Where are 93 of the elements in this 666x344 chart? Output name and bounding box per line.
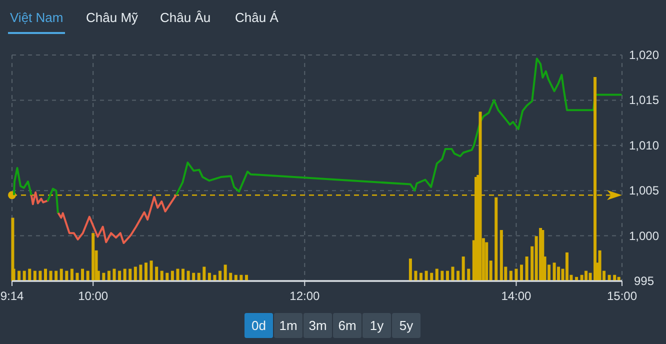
x-tick-label: 10:00 [78,289,108,303]
bar [28,268,32,281]
bar [54,270,58,281]
bar [112,268,116,281]
y-tick-label: 1,010 [628,138,660,152]
bar [485,242,488,281]
bar [76,272,79,281]
bar [92,233,95,281]
bar [160,270,164,281]
bar [49,270,52,281]
bar [44,268,47,281]
bar [613,274,616,281]
bar [18,270,21,281]
x-tick-label: 12:00 [290,289,320,303]
category-label: 3m [308,318,327,333]
category-label: 1m [279,318,298,333]
bar [451,266,454,281]
bar [440,270,444,281]
bar [420,272,423,281]
bar [584,270,588,281]
category-label: 1y [370,318,384,333]
bar [557,266,560,281]
bar [240,274,243,281]
bar [244,274,248,281]
category-label: 6m [338,318,356,333]
bar [70,268,74,281]
x-tick-label: 15:00 [606,289,638,303]
bar [197,272,200,281]
bar [192,272,196,281]
category-label: 5y [399,318,414,333]
x-tick-label: 9:14 [0,289,24,303]
x-tick-label: 14:00 [501,289,532,303]
bar [86,270,90,281]
bar [520,264,524,281]
bar [414,270,418,281]
bar [118,270,122,281]
bar [424,270,428,281]
bar [11,218,14,281]
bar [565,252,568,281]
y-tick-label: 995 [634,274,654,288]
bar [150,260,153,281]
y-tick-label: 1,020 [628,48,660,62]
bar [580,274,584,281]
y-tick-label: 1,015 [628,93,660,108]
bar [514,268,518,281]
bar [462,256,465,281]
bar [81,268,84,281]
bar [65,270,68,281]
bar [598,250,602,281]
bar [456,270,460,281]
category-label: Châu Mỹ [86,10,139,25]
bar [218,270,222,281]
bar [186,270,190,281]
category-label: Việt Nam [10,10,64,25]
bar [552,262,556,281]
bar [134,266,137,281]
bar [213,274,216,281]
bar [408,258,412,281]
bar [182,268,185,281]
bar [107,270,110,281]
bar [525,256,528,281]
bar [229,272,232,281]
bar [509,270,512,281]
bar [166,272,169,281]
bar [22,270,26,281]
bar [467,268,470,281]
bar [208,272,211,281]
bar [176,268,180,281]
bar [144,262,148,281]
bar [430,272,434,281]
bar [446,270,449,281]
bar [123,268,126,281]
bar [128,268,132,281]
category-label: 0d [252,318,266,333]
y-tick-label: 1,005 [628,184,660,198]
bar [224,264,227,281]
bar [38,270,42,281]
bar [102,272,106,281]
category-label: Châu Âu [160,10,211,25]
bar [494,197,498,281]
bar [33,270,36,281]
bar [435,268,438,281]
bar [170,270,174,281]
bar [139,264,142,281]
bar [202,266,206,281]
category-label: Châu Á [235,10,279,25]
y-tick-label: 1,000 [628,228,660,243]
bar [234,274,238,281]
bar [608,274,611,281]
bar [541,230,544,281]
bar [500,230,503,281]
bar [60,268,63,281]
bar [155,266,158,281]
